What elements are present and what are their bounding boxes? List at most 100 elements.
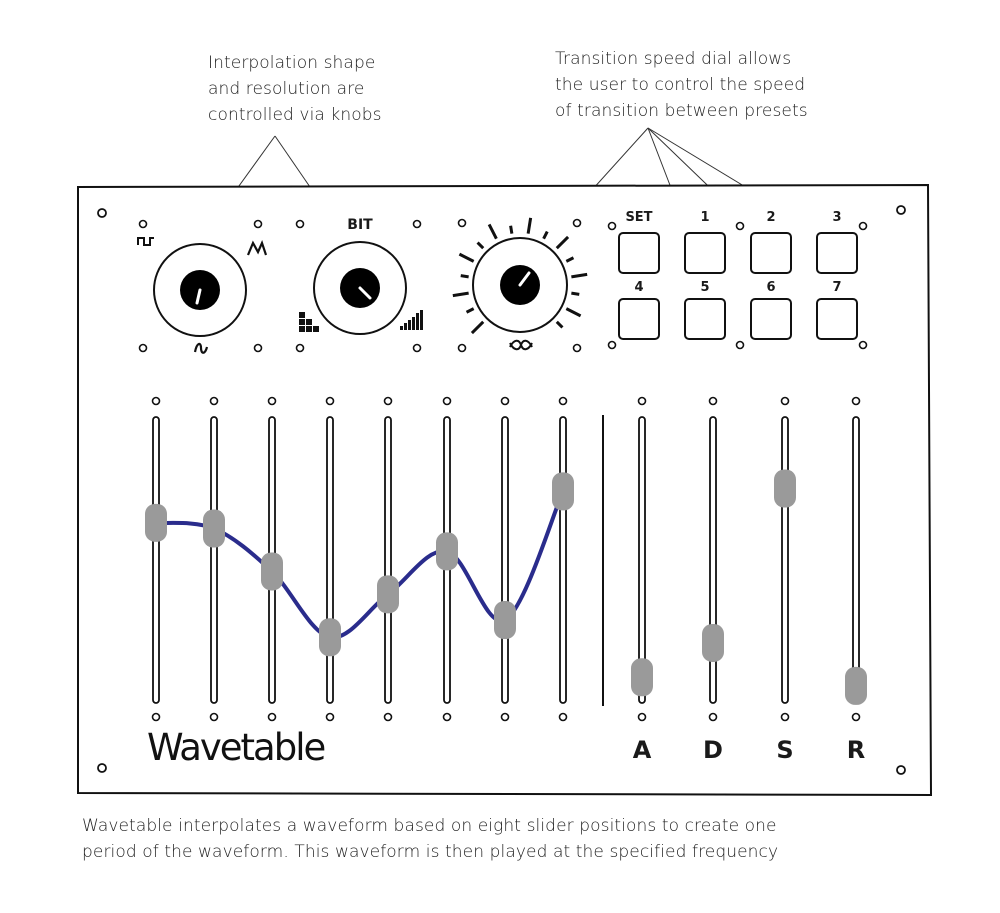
preset-button-label-2: 2 [766, 210, 776, 225]
wave-slider-8-handle[interactable] [552, 472, 574, 511]
wave-slider-3-handle[interactable] [261, 552, 283, 591]
dial-tick [526, 217, 533, 234]
dial-tick [452, 291, 469, 298]
wave-slider-1-handle[interactable] [145, 503, 167, 542]
dial-tick [565, 307, 582, 318]
wave-slider-5-bottom-point [383, 712, 393, 722]
sustain-slider-bottom-point [780, 712, 790, 722]
wave-slider-4-top-point [325, 396, 335, 406]
wave-slider-2-track [210, 416, 218, 704]
dial-tick [565, 256, 575, 263]
knob-annotation: Interpolation shape and resolution are c… [208, 50, 382, 128]
preset-2-button[interactable] [750, 232, 792, 274]
dial-tick [555, 235, 570, 250]
triangle-wave-icon [246, 239, 268, 256]
resolution-knob[interactable] [313, 241, 407, 335]
wave-slider-3-top-point [267, 396, 277, 406]
wave-slider-1-top-point [151, 396, 161, 406]
adsr-sliders [631, 396, 867, 722]
knob-jack-points [138, 218, 582, 353]
infinity-icon [509, 339, 533, 351]
caption-line: Wavetable interpolates a waveform based … [82, 816, 777, 836]
sustain-label: S [776, 736, 794, 764]
wave-slider-1-track [152, 416, 160, 704]
wave-slider-7-top-point [500, 396, 510, 406]
wave-slider-8-track [559, 416, 567, 704]
wave-slider-6-bottom-point [442, 712, 452, 722]
dial-tick [465, 307, 475, 314]
preset-button-label-set: SET [625, 210, 653, 225]
dial-tick [458, 252, 475, 263]
dial-tick [470, 320, 485, 335]
preset-button-label-6: 6 [766, 280, 776, 295]
wave-slider-1-bottom-point [151, 712, 161, 722]
annotation-line: the user to control the speed [555, 75, 806, 95]
high-resolution-icon [400, 310, 423, 330]
wave-slider-5-handle[interactable] [377, 575, 399, 614]
release-slider-bottom-point [851, 712, 861, 722]
dial-tick-marks [452, 217, 588, 335]
sustain-slider-handle[interactable] [774, 469, 796, 508]
attack-label: A [632, 736, 652, 764]
wave-slider-4-handle[interactable] [319, 618, 341, 657]
dial-tick [460, 274, 469, 279]
wave-slider-2-top-point [209, 396, 219, 406]
sustain-slider-top-point [780, 396, 790, 406]
panel-screws [97, 205, 906, 775]
preset-6-button[interactable] [750, 298, 792, 340]
preset-button-label-4: 4 [634, 280, 644, 295]
caption-line: period of the waveform. This waveform is… [82, 842, 779, 862]
transition-speed-dial[interactable] [472, 237, 568, 333]
preset-5-button[interactable] [684, 298, 726, 340]
annotation-line: Transition speed dial allows [555, 49, 792, 69]
wave-slider-4-track [326, 416, 334, 704]
wavetable-logo: Wavetable [147, 726, 326, 769]
decay-slider-top-point [708, 396, 718, 406]
wave-slider-8-top-point [558, 396, 568, 406]
release-slider-top-point [851, 396, 861, 406]
wave-slider-6-top-point [442, 396, 452, 406]
wave-slider-2-handle[interactable] [203, 509, 225, 548]
dial-tick [571, 272, 588, 279]
wave-slider-8-bottom-point [558, 712, 568, 722]
annotation-line: Interpolation shape [208, 53, 376, 73]
annotation-line: controlled via knobs [208, 105, 382, 125]
preset-button-label-1: 1 [700, 210, 710, 225]
attack-slider-track [638, 416, 646, 704]
wave-slider-3-bottom-point [267, 712, 277, 722]
low-resolution-icon [299, 312, 319, 332]
preset-button-label-5: 5 [700, 280, 710, 295]
attack-slider-bottom-point [637, 712, 647, 722]
release-slider-track [852, 416, 860, 704]
wave-slider-5-track [384, 416, 392, 704]
attack-slider-top-point [637, 396, 647, 406]
release-slider-handle[interactable] [845, 666, 867, 705]
preset-4-button[interactable] [618, 298, 660, 340]
preset-3-button[interactable] [816, 232, 858, 274]
wave-slider-7-bottom-point [500, 712, 510, 722]
dial-tick [555, 320, 564, 329]
wave-slider-4-bottom-point [325, 712, 335, 722]
bit-knob-label: BIT [347, 217, 373, 233]
decay-label: D [703, 736, 723, 764]
annotation-line: of transition between presets [555, 101, 808, 121]
sine-wave-icon [193, 342, 209, 354]
set-button[interactable] [618, 232, 660, 274]
preset-1-button[interactable] [684, 232, 726, 274]
wave-slider-6-handle[interactable] [436, 532, 458, 571]
decay-slider-bottom-point [708, 712, 718, 722]
shape-knob[interactable] [153, 243, 247, 337]
wave-slider-7-handle[interactable] [494, 601, 516, 640]
attack-slider-handle[interactable] [631, 658, 653, 697]
wave-slider-5-top-point [383, 396, 393, 406]
dial-tick [487, 223, 498, 240]
square-wave-icon [137, 237, 154, 246]
preset-jack-points [607, 221, 868, 350]
decay-slider-handle[interactable] [702, 623, 724, 662]
preset-7-button[interactable] [816, 298, 858, 340]
preset-button-label-7: 7 [832, 280, 842, 295]
wave-slider-7-track [501, 416, 509, 704]
dial-tick [509, 225, 514, 234]
dial-tick [542, 230, 549, 240]
